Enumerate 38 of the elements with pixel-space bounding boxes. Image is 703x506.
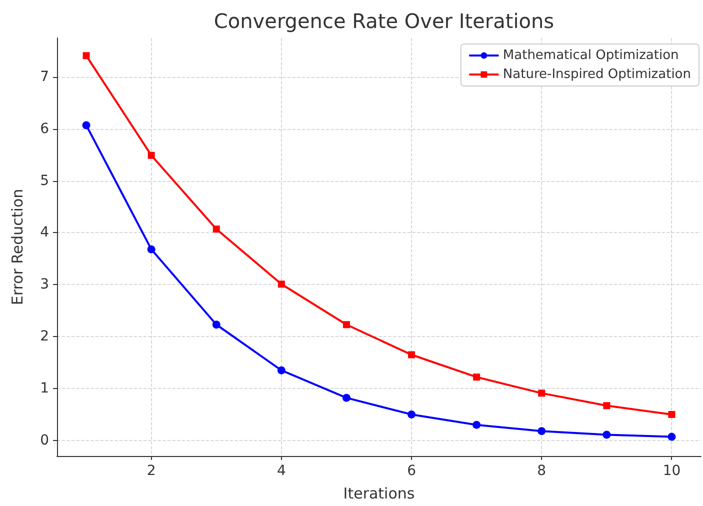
point [342, 394, 350, 402]
point [82, 121, 90, 130]
point [408, 410, 416, 418]
point [472, 420, 481, 429]
point [278, 280, 285, 288]
y-tick-label: 0 [40, 432, 49, 448]
x-tick-label: 2 [146, 463, 156, 479]
point [603, 402, 610, 410]
point [602, 430, 611, 439]
point [147, 245, 156, 254]
point [538, 427, 546, 436]
point [668, 410, 676, 418]
y-tick-label: 4 [40, 224, 50, 241]
point [82, 52, 90, 60]
point [342, 321, 350, 328]
point [212, 320, 220, 329]
point [277, 366, 286, 374]
y-axis-title: Error Reduction [8, 188, 26, 306]
x-tick-label: 6 [407, 463, 416, 479]
point [668, 432, 676, 441]
y-tick-label: 1 [40, 380, 49, 396]
point [148, 152, 155, 159]
y-tick-label: 5 [40, 172, 49, 189]
y-tick-label: 7 [40, 68, 49, 85]
point [408, 351, 416, 358]
point [212, 226, 220, 233]
y-tick-label: 3 [40, 276, 49, 293]
point [538, 390, 546, 397]
y-tick-label: 6 [40, 120, 50, 137]
x-tick-label: 4 [276, 463, 286, 479]
y-tick-label: 2 [40, 328, 49, 345]
legend-label: Mathematical Optimization [502, 48, 679, 63]
x-tick-label: 10 [662, 463, 681, 479]
x-axis-title: Iterations [343, 484, 415, 502]
legend-label: Nature-Inspired Optimization [502, 67, 692, 82]
point [473, 374, 480, 381]
x-tick-label: 8 [537, 463, 546, 479]
chart-title: Convergence Rate Over Iterations [214, 9, 554, 33]
